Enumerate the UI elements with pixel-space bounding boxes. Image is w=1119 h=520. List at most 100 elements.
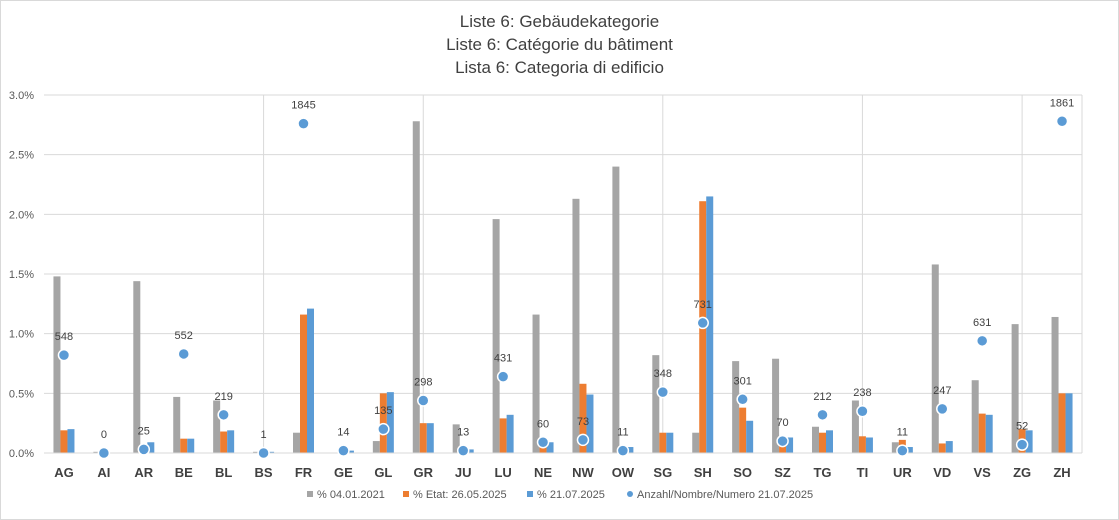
data-label-ge: 14 xyxy=(337,427,349,439)
data-label-bl: 219 xyxy=(214,391,232,403)
bar-ur-series-3 xyxy=(905,447,913,453)
bar-ne-series-3 xyxy=(546,442,554,453)
y-tick-label-4: 2.0% xyxy=(9,209,34,221)
data-label-zh: 1861 xyxy=(1050,97,1074,109)
bar-sg-series-2 xyxy=(659,432,667,453)
point-ow xyxy=(616,444,630,457)
legend-swatch-2 xyxy=(403,491,409,497)
point-nw xyxy=(576,433,590,447)
bar-ti-series-1 xyxy=(851,400,859,453)
x-tick-label-sz: SZ xyxy=(774,465,791,480)
x-tick-label-ow: OW xyxy=(612,465,635,480)
bar-lu-series-3 xyxy=(506,414,514,453)
data-label-ag: 548 xyxy=(55,331,73,343)
chart-title-line-3: Lista 6: Categoria di edificio xyxy=(455,58,664,77)
data-label-fr: 1845 xyxy=(291,100,315,112)
bar-sg-series-1 xyxy=(652,355,660,453)
bar-so-series-1 xyxy=(732,361,740,453)
bar-vd-series-3 xyxy=(945,441,953,453)
legend-label-4: Anzahl/Nombre/Numero 21.07.2025 xyxy=(637,489,813,501)
x-tick-label-zh: ZH xyxy=(1053,465,1070,480)
point-zg xyxy=(1015,438,1029,451)
point-ag xyxy=(57,348,71,362)
y-tick-label-5: 2.5% xyxy=(9,150,34,162)
data-label-sg: 348 xyxy=(654,368,672,380)
x-tick-label-ne: NE xyxy=(534,465,552,480)
data-label-ju: 13 xyxy=(457,427,469,439)
bar-ow-series-1 xyxy=(612,166,620,453)
bar-so-series-3 xyxy=(746,420,754,453)
bar-bl-series-2 xyxy=(220,431,228,453)
bar-ai-series-1 xyxy=(93,451,101,453)
bar-bl-series-1 xyxy=(213,400,221,453)
legend-swatch-4 xyxy=(627,491,633,497)
point-ur xyxy=(896,444,909,457)
data-label-lu: 431 xyxy=(494,353,512,365)
data-label-ne: 60 xyxy=(537,418,549,430)
point-bl xyxy=(217,408,230,422)
data-label-sz: 70 xyxy=(776,417,788,429)
x-tick-label-gl: GL xyxy=(374,465,392,480)
point-ju xyxy=(456,444,470,457)
x-tick-label-lu: LU xyxy=(494,465,511,480)
data-label-ur: 11 xyxy=(897,427,908,439)
x-tick-label-ag: AG xyxy=(54,465,74,480)
bar-so-series-2 xyxy=(739,407,747,453)
y-tick-label-3: 1.5% xyxy=(9,269,34,281)
x-tick-label-so: SO xyxy=(733,465,752,480)
bar-sh-series-1 xyxy=(692,432,700,453)
data-label-ti: 238 xyxy=(853,387,871,399)
bar-nw-series-3 xyxy=(586,394,594,453)
chart-title-line-2: Liste 6: Catégorie du bâtiment xyxy=(446,35,673,54)
point-ai xyxy=(97,446,111,460)
bar-fr-series-3 xyxy=(307,308,314,453)
legend-label-1: % 04.01.2021 xyxy=(317,489,385,501)
bar-sz-series-3 xyxy=(786,437,794,453)
bar-ti-series-2 xyxy=(858,436,866,453)
bar-sg-series-3 xyxy=(666,432,674,453)
legend-label-3: % 21.07.2025 xyxy=(537,489,605,501)
x-tick-label-fr: FR xyxy=(295,465,313,480)
bar-ur-series-1 xyxy=(891,442,899,453)
point-be xyxy=(177,347,190,361)
bar-ju-series-3 xyxy=(466,449,474,453)
bar-gl-series-1 xyxy=(372,441,380,453)
point-gr xyxy=(417,394,430,407)
bar-gr-series-2 xyxy=(419,423,427,453)
bar-ge-series-3 xyxy=(346,450,354,453)
data-label-bs: 1 xyxy=(261,429,267,441)
bar-ow-series-3 xyxy=(626,447,634,453)
x-tick-label-ai: AI xyxy=(97,465,110,480)
bar-vs-series-3 xyxy=(985,414,993,453)
x-tick-label-bs: BS xyxy=(255,465,273,480)
y-tick-label-2: 1.0% xyxy=(9,329,34,341)
bar-ag-series-1 xyxy=(53,276,61,453)
bar-tg-series-3 xyxy=(826,430,833,453)
y-tick-label-0: 0.0% xyxy=(9,448,34,460)
x-tick-label-ju: JU xyxy=(455,465,472,480)
point-ar xyxy=(137,443,151,456)
bar-ne-series-1 xyxy=(532,314,540,453)
point-sg xyxy=(656,385,670,399)
bar-be-series-2 xyxy=(180,438,188,453)
bar-ar-series-1 xyxy=(133,281,141,453)
point-sz xyxy=(776,434,789,448)
bar-zh-series-1 xyxy=(1051,316,1059,453)
bar-ti-series-3 xyxy=(865,437,873,453)
data-label-zg: 52 xyxy=(1016,421,1028,433)
bar-tg-series-2 xyxy=(819,432,826,453)
point-ne xyxy=(536,436,550,449)
bar-vd-series-1 xyxy=(931,264,939,453)
data-label-gr: 298 xyxy=(414,376,432,388)
bar-lu-series-2 xyxy=(499,418,507,453)
chart-title-line-1: Liste 6: Gebäudekategorie xyxy=(459,12,660,31)
point-lu xyxy=(496,370,510,383)
bar-be-series-1 xyxy=(173,396,181,453)
data-label-gl: 135 xyxy=(374,405,392,417)
point-sh xyxy=(696,316,709,330)
x-tick-label-vd: VD xyxy=(933,465,951,480)
x-tick-label-nw: NW xyxy=(572,465,594,480)
point-ti xyxy=(856,404,869,418)
data-label-nw: 73 xyxy=(577,416,589,428)
